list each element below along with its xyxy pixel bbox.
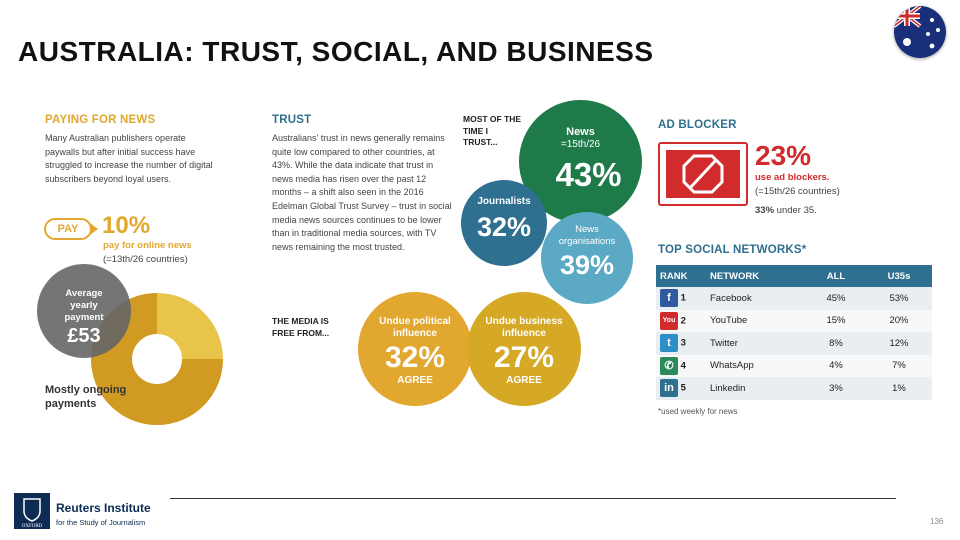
paying-pct: 10% <box>102 212 151 239</box>
youtube-icon: You <box>660 311 678 330</box>
rank-value: 1 <box>680 292 686 304</box>
oxford-logo-text: OXFORD <box>22 524 43 529</box>
linkedin-icon: in <box>660 379 678 398</box>
col-all: ALL <box>806 265 866 287</box>
rank-cell: in 5 <box>656 377 706 400</box>
social-heading: TOP SOCIAL NETWORKS* <box>658 244 807 256</box>
trust-news-label: News <box>566 126 595 138</box>
table-row: t 3 Twitter 8% 12% <box>656 332 932 355</box>
rank-value: 5 <box>680 382 686 394</box>
table-row: ✆ 4 WhatsApp 4% 7% <box>656 354 932 377</box>
network-cell: Facebook <box>706 287 806 310</box>
oxford-logo: OXFORD <box>14 493 50 529</box>
rank-cell: ✆ 4 <box>656 354 706 377</box>
trust-orgs-label: News organisations <box>558 224 616 247</box>
institute-name: Reuters Institute <box>56 501 151 515</box>
trust-journalists-pct: 32% <box>476 212 532 242</box>
paying-heading: PAYING FOR NEWS <box>45 114 156 126</box>
whatsapp-icon: ✆ <box>660 356 678 375</box>
page-number: 136 <box>930 517 944 526</box>
all-cell: 8% <box>806 332 866 355</box>
trust-news-rank: =15th/26 <box>560 139 601 150</box>
donut-hole <box>132 334 182 384</box>
social-footnote: *used weekly for news <box>658 407 738 416</box>
trust-free-from: THE MEDIA IS FREE FROM... <box>272 316 330 338</box>
col-rank: RANK <box>656 265 706 287</box>
network-cell: WhatsApp <box>706 354 806 377</box>
paying-body: Many Australian publishers operate paywa… <box>45 133 213 184</box>
adblocker-under35-value: 33% <box>755 205 775 216</box>
slide-title: AUSTRALIA: TRUST, SOCIAL, AND BUSINESS <box>18 36 654 67</box>
table-row: in 5 Linkedin 3% 1% <box>656 377 932 400</box>
rank-value: 2 <box>680 315 686 327</box>
business-influence-circle: Undue business influence 27% AGREE <box>467 292 581 406</box>
col-network: NETWORK <box>706 265 806 287</box>
adblocker-pct: 23% <box>755 140 812 171</box>
trust-heading: TRUST <box>272 114 312 126</box>
network-cell: Twitter <box>706 332 806 355</box>
u35-cell: 20% <box>866 309 932 332</box>
avg-payment-label: Average yearly payment <box>64 288 104 323</box>
u35-cell: 7% <box>866 354 932 377</box>
table-row: f 1 Facebook 45% 53% <box>656 287 932 310</box>
trust-body: Australians' trust in news generally rem… <box>272 133 452 252</box>
adblocker-heading: AD BLOCKER <box>658 119 737 131</box>
all-cell: 15% <box>806 309 866 332</box>
paying-pct-label: pay for online news <box>103 240 192 251</box>
avg-payment-circle <box>37 264 131 358</box>
institute-sub: for the Study of Journalism <box>56 518 146 527</box>
u35-cell: 12% <box>866 332 932 355</box>
political-agree: AGREE <box>397 375 433 386</box>
business-influence-pct: 27% <box>493 341 555 374</box>
avg-payment-value: £53 <box>67 325 101 347</box>
trust-most-of-time: MOST OF THE TIME I TRUST... <box>463 114 522 147</box>
rank-cell: You 2 <box>656 309 706 332</box>
trust-journalists-circle: Journalists 32% <box>461 180 547 266</box>
australia-flag-icon <box>894 6 946 58</box>
business-influence-label: Undue business influence <box>485 316 563 339</box>
political-influence-pct: 32% <box>384 341 446 374</box>
trust-orgs-circle: News organisations 39% <box>541 212 633 304</box>
political-influence-label: Undue political influence <box>379 316 451 339</box>
table-row: You 2 YouTube 15% 20% <box>656 309 932 332</box>
trust-orgs-pct: 39% <box>559 250 615 280</box>
u35-cell: 53% <box>866 287 932 310</box>
social-table: RANK NETWORK ALL U35s f 1 Facebook 45% 5… <box>656 265 932 400</box>
political-influence-circle: Undue political influence 32% AGREE <box>358 292 472 406</box>
rank-value: 4 <box>680 360 686 372</box>
adblocker-screen <box>666 150 740 198</box>
rank-cell: t 3 <box>656 332 706 355</box>
business-agree: AGREE <box>506 375 542 386</box>
adblocker-note: (=15th/26 countries) <box>755 186 840 197</box>
col-u35: U35s <box>866 265 932 287</box>
avg-payment-text: Average yearly payment £53 <box>37 264 131 358</box>
adblocker-box <box>658 142 748 206</box>
twitter-icon: t <box>660 334 678 353</box>
paying-pct-note: (=13th/26 countries) <box>103 254 188 265</box>
rank-value: 3 <box>680 337 686 349</box>
all-cell: 4% <box>806 354 866 377</box>
adblocker-label: use ad blockers. <box>755 172 830 183</box>
u35-cell: 1% <box>866 377 932 400</box>
donut-label: Mostly ongoing payments <box>45 384 127 410</box>
block-sign-icon <box>682 154 724 194</box>
pay-arrow-icon <box>90 223 98 235</box>
trust-journalists-label: Journalists <box>477 196 531 207</box>
all-cell: 45% <box>806 287 866 310</box>
network-cell: Linkedin <box>706 377 806 400</box>
network-cell: YouTube <box>706 309 806 332</box>
oxford-crest-icon: OXFORD <box>22 498 43 529</box>
rank-cell: f 1 <box>656 287 706 310</box>
facebook-icon: f <box>660 289 678 308</box>
footer-divider <box>170 498 896 499</box>
adblocker-under35: 33% under 35. <box>755 205 817 216</box>
social-table-header: RANK NETWORK ALL U35s <box>656 265 932 287</box>
trust-news-pct: 43% <box>555 156 622 193</box>
adblocker-under35-text: under 35. <box>776 205 817 216</box>
all-cell: 3% <box>806 377 866 400</box>
